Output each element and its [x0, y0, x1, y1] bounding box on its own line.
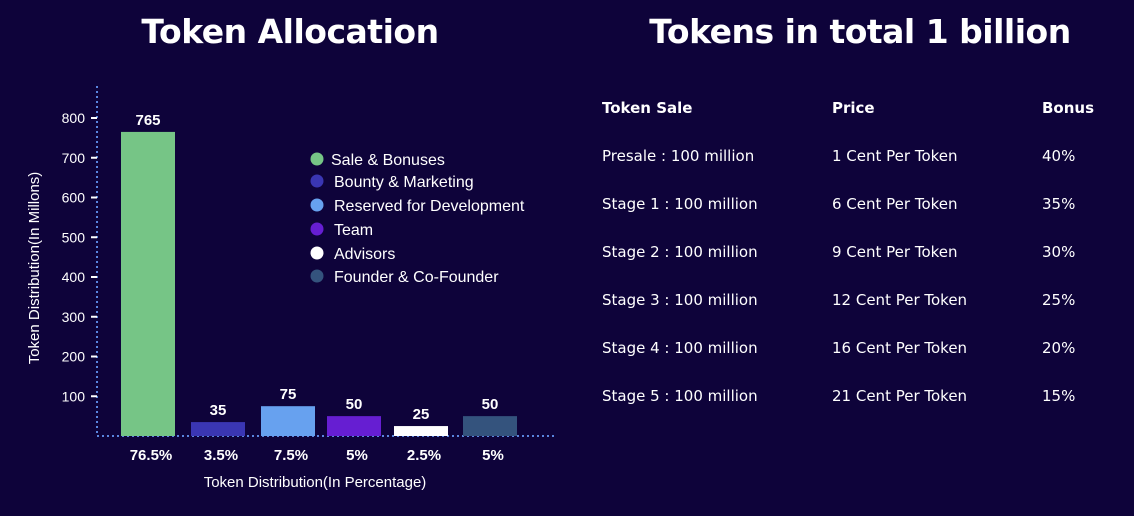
- bar-value-label: 50: [346, 396, 363, 413]
- legend-label: Bounty & Marketing: [334, 174, 474, 191]
- y-axis-ticks: 100 200 300 400 500 600 700 800: [62, 110, 97, 404]
- stage-cell: Stage 5 : 100 million: [602, 387, 758, 405]
- bars: 765 35 75 50 25 50: [121, 112, 517, 436]
- legend-label: Sale & Bonuses: [331, 152, 445, 169]
- bonus-cell: 30%: [1042, 243, 1076, 261]
- stage-cell: Stage 4 : 100 million: [602, 339, 758, 357]
- token-allocation-chart: 100 200 300 400 500 600 700 800 765 35 75 50 25 50 7…: [26, 86, 556, 491]
- table-row: Stage 5 : 100 million 21 Cent Per Token …: [602, 372, 1112, 420]
- legend-label: Founder & Co-Founder: [334, 269, 499, 286]
- y-tick-label: 300: [62, 309, 86, 325]
- y-tick-label: 500: [62, 229, 86, 245]
- table-row: Stage 3 : 100 million 12 Cent Per Token …: [602, 276, 1112, 324]
- table-row: Stage 2 : 100 million 9 Cent Per Token 3…: [602, 228, 1112, 276]
- legend-swatch: [310, 246, 324, 260]
- price-cell: 6 Cent Per Token: [832, 195, 958, 213]
- x-axis-tick-labels: 76.5% 3.5% 7.5% 5% 2.5% 5%: [130, 447, 504, 464]
- x-tick-label: 2.5%: [407, 447, 441, 464]
- bar-value-label: 75: [280, 386, 297, 403]
- header-price: Price: [832, 99, 875, 117]
- bar: [121, 131, 175, 436]
- bar: [191, 422, 245, 436]
- bar-value-label: 25: [413, 406, 430, 423]
- legend-swatch: [310, 269, 324, 283]
- token-sale-table: Token Sale Price Bonus Presale : 100 mil…: [602, 84, 1112, 420]
- table-row: Presale : 100 million 1 Cent Per Token 4…: [602, 132, 1112, 180]
- price-cell: 16 Cent Per Token: [832, 339, 968, 357]
- price-cell: 9 Cent Per Token: [832, 243, 958, 261]
- legend-swatch: [310, 222, 324, 236]
- stage-cell: Stage 1 : 100 million: [602, 195, 758, 213]
- y-tick-label: 100: [62, 388, 86, 404]
- y-tick-label: 400: [62, 269, 86, 285]
- stage-cell: Stage 2 : 100 million: [602, 243, 758, 261]
- table-header-row: Token Sale Price Bonus: [602, 84, 1112, 132]
- x-tick-label: 5%: [482, 447, 504, 464]
- header-token-sale: Token Sale: [602, 99, 693, 117]
- chart-title: Token Allocation: [141, 12, 439, 51]
- y-tick-label: 700: [62, 150, 86, 166]
- x-axis-title: Token Distribution(In Percentage): [204, 474, 427, 491]
- bar: [261, 406, 315, 436]
- table-title: Tokens in total 1 billion: [649, 12, 1071, 51]
- bonus-cell: 15%: [1042, 387, 1076, 405]
- bar-value-label: 765: [135, 112, 160, 129]
- y-tick-label: 600: [62, 190, 86, 206]
- price-cell: 21 Cent Per Token: [832, 387, 968, 405]
- stage-cell: Presale : 100 million: [602, 147, 755, 165]
- bar: [394, 426, 448, 436]
- bar: [327, 416, 381, 436]
- header-bonus: Bonus: [1042, 99, 1095, 117]
- chart-legend: Sale & Bonuses Bounty & Marketing Reserved…: [310, 152, 525, 286]
- price-cell: 12 Cent Per Token: [832, 291, 968, 309]
- bar-value-label: 35: [210, 402, 227, 419]
- price-cell: 1 Cent Per Token: [832, 147, 958, 165]
- y-tick-label: 800: [62, 110, 86, 126]
- x-tick-label: 5%: [346, 447, 368, 464]
- stage-cell: Stage 3 : 100 million: [602, 291, 758, 309]
- bonus-cell: 20%: [1042, 339, 1076, 357]
- y-axis-title: Token Distribution(In Millons): [26, 172, 43, 365]
- table-row: Stage 4 : 100 million 16 Cent Per Token …: [602, 324, 1112, 372]
- bonus-cell: 25%: [1042, 291, 1076, 309]
- x-tick-label: 7.5%: [274, 447, 308, 464]
- bonus-cell: 35%: [1042, 195, 1076, 213]
- legend-label: Team: [334, 222, 373, 239]
- x-tick-label: 76.5%: [130, 447, 173, 464]
- bonus-cell: 40%: [1042, 147, 1076, 165]
- bar-value-label: 50: [482, 396, 499, 413]
- x-tick-label: 3.5%: [204, 447, 238, 464]
- table-row: Stage 1 : 100 million 6 Cent Per Token 3…: [602, 180, 1112, 228]
- bar: [463, 416, 517, 436]
- legend-swatch: [310, 152, 324, 166]
- legend-swatch: [310, 174, 324, 188]
- legend-label: Reserved for Development: [334, 198, 525, 215]
- y-tick-label: 200: [62, 349, 86, 365]
- legend-swatch: [310, 198, 324, 212]
- legend-label: Advisors: [334, 246, 395, 263]
